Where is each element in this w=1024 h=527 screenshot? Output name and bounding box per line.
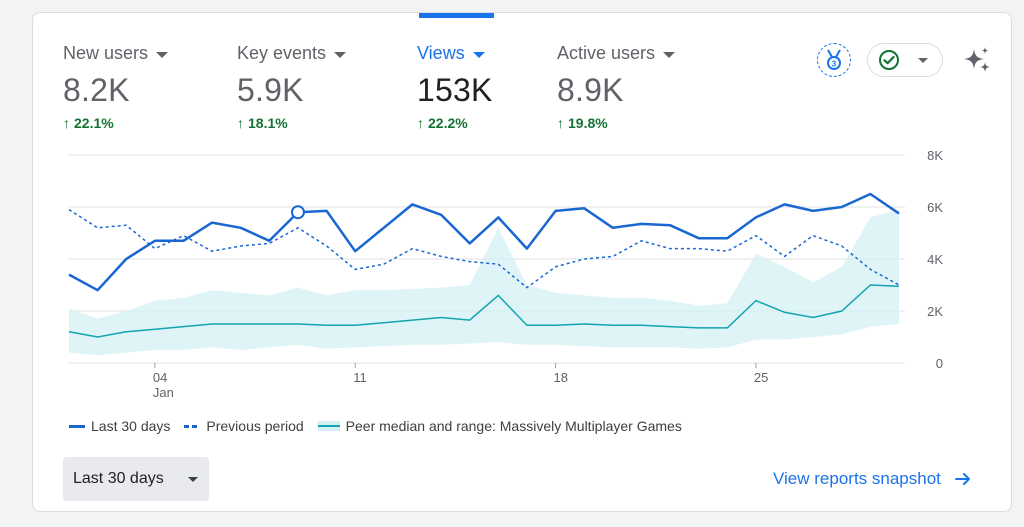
benchmark-badge-button[interactable]: 3 — [817, 43, 851, 77]
y-tick-label: 6K — [927, 200, 943, 215]
y-tick-label: 8K — [927, 148, 943, 163]
metric-label: New users — [63, 43, 149, 63]
arrow-up-icon: ↑ — [237, 115, 244, 131]
metric-tab-new-users[interactable]: New users 8.2K ↑ 22.1% — [63, 43, 169, 131]
metric-value: 153K — [417, 72, 493, 108]
metric-tab-active-users[interactable]: Active users 8.9K ↑ 19.8% — [557, 43, 676, 131]
metric-change: ↑ 22.1% — [63, 115, 168, 131]
caret-down-icon — [663, 51, 676, 58]
metric-label: Views — [417, 43, 465, 63]
status-dropdown-button[interactable] — [867, 43, 943, 77]
metric-header: Key events — [237, 43, 347, 64]
arrow-up-icon: ↑ — [417, 115, 424, 131]
caret-down-icon — [156, 51, 169, 58]
peer-range-band — [69, 209, 899, 356]
metric-tab-views[interactable]: Views 153K ↑ 22.2% — [417, 43, 493, 131]
caret-down-icon — [918, 57, 928, 63]
chart-lines — [68, 192, 900, 338]
metric-label: Active users — [557, 43, 656, 63]
x-tick-label: 18 — [554, 370, 568, 385]
caret-down-icon — [472, 51, 485, 58]
previous-period-line — [68, 208, 900, 289]
date-range-dropdown[interactable]: Last 30 days — [63, 457, 209, 501]
metric-tab-key-events[interactable]: Key events 5.9K ↑ 18.1% — [237, 43, 347, 131]
x-tick-label: 25 — [754, 370, 768, 385]
legend-item-previous: Previous period — [184, 418, 304, 434]
chart-legend: Last 30 days Previous period Peer median… — [69, 418, 682, 434]
legend-label: Last 30 days — [91, 418, 171, 434]
metric-label: Key events — [237, 43, 327, 63]
ribbon-badge-icon: 3 — [827, 49, 841, 70]
metric-header: Views — [417, 43, 493, 64]
caret-down-icon — [334, 51, 347, 58]
legend-item-current: Last 30 days — [69, 418, 170, 434]
x-tick-label: 11 — [353, 370, 367, 385]
date-range-label: Last 30 days — [73, 470, 164, 487]
overview-card: New users 8.2K ↑ 22.1% Key events 5.9K ↑… — [32, 12, 1012, 512]
svg-text:3: 3 — [832, 60, 837, 69]
metric-header: New users — [63, 43, 169, 64]
metric-change-value: 22.1% — [74, 115, 114, 131]
legend-swatch-solid — [69, 424, 85, 428]
legend-item-peer: Peer median and range: Massively Multipl… — [317, 418, 682, 434]
x-tick-sublabel: Jan — [153, 385, 174, 400]
legend-label: Previous period — [206, 418, 304, 434]
view-reports-snapshot-link[interactable]: View reports snapshot — [773, 469, 971, 489]
x-tick-label: 04 — [153, 370, 167, 385]
metric-value: 8.9K — [557, 72, 624, 108]
arrow-right-icon — [954, 473, 970, 485]
last-30-days-line — [68, 192, 900, 292]
check-circle-icon — [879, 50, 899, 70]
metric-change: ↑ 19.8% — [557, 115, 675, 131]
metric-change-value: 18.1% — [248, 115, 288, 131]
snapshot-link-label: View reports snapshot — [773, 469, 941, 488]
y-tick-label: 4K — [927, 252, 943, 267]
chart-peer-band — [69, 209, 899, 356]
metric-value: 5.9K — [237, 72, 304, 108]
metric-change: ↑ 22.2% — [417, 115, 493, 131]
arrow-up-icon: ↑ — [63, 115, 70, 131]
metric-change: ↑ 18.1% — [237, 115, 346, 131]
legend-swatch-band — [317, 421, 340, 431]
y-tick-label: 0 — [936, 356, 943, 371]
legend-label: Peer median and range: Massively Multipl… — [345, 418, 682, 434]
peer-median-line — [68, 284, 900, 338]
caret-down-icon — [187, 476, 198, 482]
y-tick-label: 2K — [927, 304, 943, 319]
sparkle-icon[interactable] — [961, 45, 993, 77]
metric-change-value: 19.8% — [568, 115, 608, 131]
y-axis-ticks: 0 2K 4K 6K 8K — [927, 148, 943, 371]
active-tab-indicator — [419, 13, 494, 18]
metric-change-value: 22.2% — [428, 115, 468, 131]
metric-header: Active users — [557, 43, 676, 64]
arrow-up-icon: ↑ — [557, 115, 564, 131]
metric-value: 8.2K — [63, 72, 130, 108]
highlight-point — [290, 205, 305, 220]
legend-swatch-dashed — [184, 424, 201, 428]
